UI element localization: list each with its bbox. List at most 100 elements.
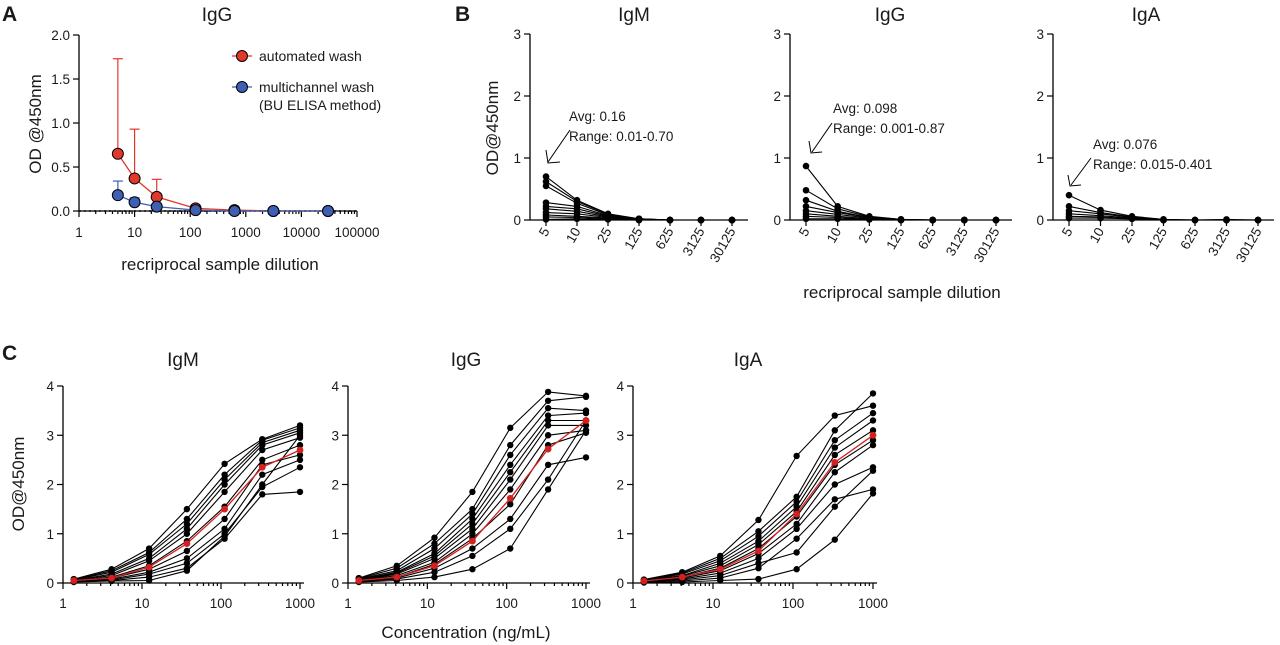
chart-c-igm-highlight-point <box>183 540 191 547</box>
chart-b-iga-xtick-label: 5 <box>1059 225 1076 239</box>
chart-c-iga-point <box>793 535 800 542</box>
chart-c-iga-point <box>793 566 800 573</box>
chart-b-iga-xtick-label: 125 <box>1146 225 1170 252</box>
chart-c-igm-point <box>183 515 191 523</box>
chart-b-igm-point <box>635 216 643 224</box>
legend-multichannel-label-line1: multichannel wash <box>259 79 374 95</box>
chart-c-igm-point <box>183 555 191 562</box>
chart-b-igg-xtick-label: 25 <box>855 225 876 246</box>
chart-c-igm-point <box>183 567 191 574</box>
chart-c-iga-point <box>831 496 838 503</box>
chart-c-igg-xtick-label: 1000 <box>571 596 601 611</box>
chart-b-iga-point <box>1160 216 1167 224</box>
chart-c-iga-highlight-point <box>716 565 724 573</box>
chart-c-iga-point <box>831 427 838 434</box>
chart-c-igg-highlight-point <box>469 537 476 545</box>
chart-a-xtick-label: 100000 <box>334 225 379 240</box>
chart-c-igm-point <box>259 441 266 449</box>
chart-a-ytick-label: 1.5 <box>51 72 70 87</box>
legend-multichannel-label: multichannel wash (BU ELISA method) <box>259 79 381 113</box>
annotation-iga-arrowhead <box>1067 174 1082 187</box>
chart-b-iga-axes <box>1052 34 1274 221</box>
chart-c-iga-highlight-series <box>640 431 877 585</box>
chart-c-igg-highlight-series <box>355 417 590 584</box>
chart-c-iga-point <box>869 390 877 397</box>
chart-c-iga-title: IgA <box>734 350 763 371</box>
chart-c-igg-ytick-label: 2 <box>331 478 339 493</box>
chart-a-ytick-label: 0.5 <box>51 160 70 175</box>
chart-b-igg-point <box>834 215 841 223</box>
chart-c-igm-point <box>221 460 228 468</box>
chart-c-igg-point <box>431 545 438 552</box>
chart-c-igg-highlight-point <box>355 577 363 584</box>
chart-b-iga-point <box>1065 214 1073 222</box>
chart-c-iga-point <box>831 436 838 444</box>
chart-c-igm-point <box>221 533 228 540</box>
chart-b-igg-ytick-label: 3 <box>773 27 781 42</box>
chart-b-igm-sample-10 <box>542 215 736 224</box>
chart-c-igm-ytick-label: 2 <box>46 478 54 493</box>
chart-c-igg-title: IgG <box>451 350 482 371</box>
chart-c-iga-point <box>755 575 762 583</box>
chart-b-igg-point <box>897 216 905 224</box>
chart-c-igg-point <box>507 468 514 476</box>
chart-c-iga-point <box>831 503 838 510</box>
chart-c-xlabel: Concentration (ng/mL) <box>381 623 550 642</box>
chart-c-iga-highlight-point <box>793 510 801 518</box>
chart-b-igm-title: IgM <box>618 5 650 26</box>
chart-c-iga-point <box>793 549 800 556</box>
chart-c-igg-point <box>544 412 552 419</box>
chart-c-igg-point <box>469 530 476 537</box>
chart-c-igm-point <box>259 456 266 464</box>
chart-c-igm-point <box>296 432 304 439</box>
chart-b-iga-point <box>1065 191 1073 199</box>
chart-b-igg-title: IgG <box>875 5 906 26</box>
chart-c-igm-point <box>183 505 191 513</box>
chart-c-igg-highlight-point <box>393 573 401 581</box>
chart-c-ylabel: OD@450nm <box>9 437 28 532</box>
chart-c-igg-sample-6 <box>355 422 590 584</box>
chart-c-igm-highlight-series <box>70 446 304 584</box>
chart-b-igm-xtick-label: 625 <box>652 225 676 252</box>
chart-c-igm-xtick-label: 100 <box>210 596 233 611</box>
chart-c-iga-highlight-point <box>869 431 877 439</box>
chart-c-iga-point <box>831 481 838 488</box>
chart-b-igg-ytick-label: 0 <box>773 213 781 228</box>
chart-c-igm-point <box>296 456 304 464</box>
chart-b-igm-xtick-label: 30125 <box>707 225 739 265</box>
chart-a-point <box>128 172 141 185</box>
chart-c-igm-point <box>259 471 266 478</box>
chart-c-igg-point <box>544 461 552 468</box>
chart-c-iga-point <box>755 516 762 524</box>
chart-c-iga-point <box>755 565 762 572</box>
chart-c-iga-highlight-point <box>678 573 686 581</box>
chart-c-iga-highlight-point <box>640 577 648 585</box>
chart-c-igg-point <box>469 510 476 518</box>
chart-c-igg-point <box>469 515 476 523</box>
chart-c-iga-highlight-point <box>831 458 839 466</box>
chart-c-igm-point <box>183 560 191 567</box>
chart-a-xtick-label: 100 <box>179 225 202 240</box>
annotation-iga-arrow <box>1070 157 1092 186</box>
chart-c-igm-highlight-point <box>70 577 78 584</box>
chart-c-iga-ytick-label: 4 <box>616 379 624 394</box>
chart-b-igm-point <box>542 182 550 190</box>
annotation-igm-avg: Avg: 0.16 <box>569 109 626 124</box>
chart-c-igm-point <box>221 471 228 478</box>
chart-c-igm-point <box>183 547 191 555</box>
chart-c-iga-point <box>869 402 877 409</box>
chart-b-iga-point <box>1191 216 1199 224</box>
chart-c-igg-point <box>469 525 476 533</box>
chart-c-igg-xtick-label: 1 <box>344 596 352 611</box>
chart-c-igg-point <box>582 427 590 434</box>
chart-a: 0.0 0.5 1.0 1.5 2.0 1 10 100 1000 10000 100000 <box>51 28 379 240</box>
chart-a-point <box>111 147 124 160</box>
chart-a-point <box>228 205 241 217</box>
chart-c-iga-point <box>755 533 762 540</box>
chart-c-igm-highlight-point <box>221 505 228 513</box>
chart-c-igg-point <box>507 525 514 533</box>
chart-c-igm-point <box>296 464 304 471</box>
chart-c-igm-ytick-label: 4 <box>46 379 54 394</box>
chart-b-igg-point <box>802 196 810 204</box>
